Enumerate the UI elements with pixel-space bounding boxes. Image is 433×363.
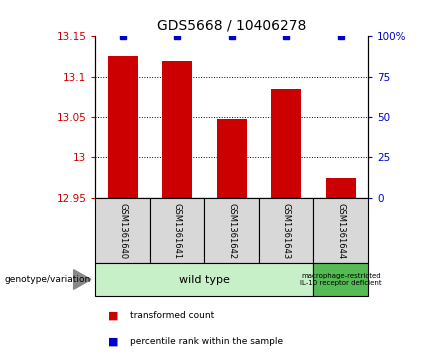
Bar	[313, 198, 368, 263]
Text: percentile rank within the sample: percentile rank within the sample	[130, 337, 283, 346]
Title: GDS5668 / 10406278: GDS5668 / 10406278	[157, 19, 306, 32]
Text: ■: ■	[108, 311, 119, 321]
Bar	[95, 263, 313, 296]
Bar	[95, 198, 150, 263]
Text: ■: ■	[108, 336, 119, 346]
Text: wild type: wild type	[179, 274, 230, 285]
Bar	[326, 178, 356, 198]
Text: GSM1361644: GSM1361644	[336, 203, 345, 259]
Text: GSM1361640: GSM1361640	[118, 203, 127, 259]
Bar	[107, 57, 138, 198]
Text: GSM1361643: GSM1361643	[282, 203, 291, 259]
Bar	[204, 198, 259, 263]
Bar	[259, 198, 313, 263]
Bar	[216, 119, 247, 198]
Text: GSM1361641: GSM1361641	[173, 203, 181, 259]
Polygon shape	[74, 270, 91, 289]
Text: genotype/variation: genotype/variation	[4, 275, 90, 284]
Bar	[313, 263, 368, 296]
Bar	[150, 198, 204, 263]
Bar	[271, 89, 301, 198]
Bar	[162, 61, 192, 198]
Text: transformed count: transformed count	[130, 311, 214, 320]
Text: macrophage-restricted
IL-10 receptor deficient: macrophage-restricted IL-10 receptor def…	[300, 273, 381, 286]
Text: GSM1361642: GSM1361642	[227, 203, 236, 259]
